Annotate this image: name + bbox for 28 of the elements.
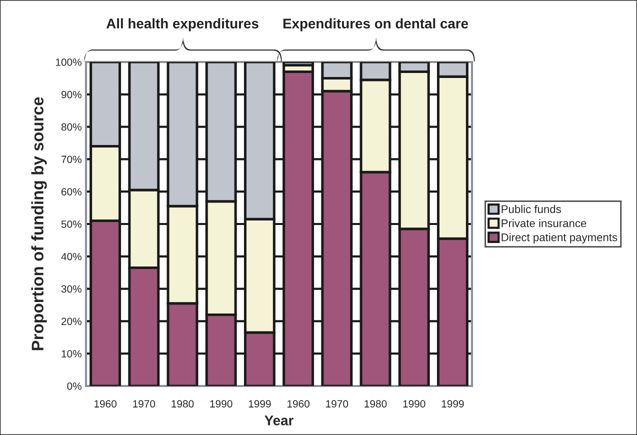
legend-label: Public funds [502, 204, 561, 214]
x-tick-label: 1990 [210, 400, 232, 408]
x-tick-label: 1970 [133, 400, 156, 408]
legend-label: Direct patient payments [502, 233, 618, 244]
x-tick-label: 1980 [172, 400, 194, 408]
x-tick-label: 1999 [442, 400, 464, 408]
y-tick-label: 20% [62, 318, 82, 326]
x-tick-label: 1960 [94, 400, 116, 408]
legend-label: Private insurance [502, 219, 586, 228]
y-tick-label: 10% [62, 350, 82, 358]
y-tick-label: 0% [67, 382, 82, 390]
x-tick-label: 1970 [326, 400, 348, 408]
x-tick-label: 1999 [248, 400, 271, 408]
y-tick-label: 70% [62, 156, 82, 164]
x-tick-label: 1990 [403, 400, 426, 408]
y-tick-label: 100% [56, 58, 82, 66]
x-tick-label: 1960 [288, 400, 310, 408]
y-tick-label: 60% [62, 188, 82, 196]
y-tick-label: 50% [61, 220, 82, 228]
y-tick-label: 80% [61, 123, 82, 131]
x-axis-title: Year [264, 416, 294, 426]
y-tick-label: 30% [61, 285, 82, 293]
y-axis-title: Proportion of funding by source [31, 97, 47, 350]
x-tick-label: 1980 [364, 400, 387, 408]
y-tick-label: 90% [61, 90, 82, 98]
text: Expenditures on dental care [283, 18, 468, 32]
text: All health expenditures [106, 18, 258, 32]
y-tick-label: 40% [61, 252, 82, 260]
